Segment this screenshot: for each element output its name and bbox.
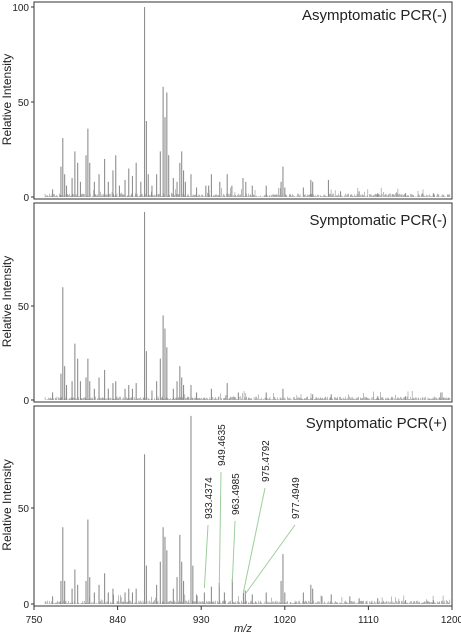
x-tick-label: 1200 xyxy=(441,615,461,626)
panel-frame xyxy=(33,1,453,200)
annotation-leader xyxy=(242,487,266,593)
noise-floor xyxy=(44,390,451,400)
x-tick-label: 750 xyxy=(26,615,43,626)
panel-title: Asymptomatic PCR(-) xyxy=(302,7,447,24)
y-tick-label: 0 xyxy=(23,193,29,204)
x-tick-label: 930 xyxy=(193,615,210,626)
x-axis-label: m/z xyxy=(234,623,252,635)
y-axis-label: Relative Intensity xyxy=(0,54,14,145)
spectrum-panel-3: 0 50 Relative Intensity Symptomatic PCR(+) 9… xyxy=(0,405,461,635)
y-tick-label: 50 xyxy=(18,98,30,109)
peak-annotation: 975.4792 xyxy=(261,440,272,482)
spectrum-panel-2: 0 50 Relative Intensity Symptomatic PCR(-) xyxy=(0,202,453,407)
panel-frame xyxy=(33,405,453,607)
noise-floor xyxy=(44,594,451,604)
peak-annotation: 949.4635 xyxy=(217,424,228,466)
annotation-leader xyxy=(244,524,296,595)
panel-title: Symptomatic PCR(+) xyxy=(306,415,447,432)
panel-title: Symptomatic PCR(-) xyxy=(309,212,447,229)
x-tick-label: 840 xyxy=(109,615,126,626)
x-tick-label: 1110 xyxy=(358,615,379,626)
y-tick-label: 50 xyxy=(18,302,30,313)
peak-annotation: 963.4985 xyxy=(231,473,242,515)
x-tick-label: 1020 xyxy=(274,615,297,626)
y-axis-label: Relative Intensity xyxy=(0,256,14,347)
annotation-leader xyxy=(203,524,209,589)
y-axis-label: Relative Intensity xyxy=(0,459,14,550)
spectrum-panel-1: 0 50 100 Relative Intensity Asymptomatic PCR… xyxy=(0,1,453,204)
panel-frame xyxy=(33,202,453,403)
annotation-leader xyxy=(218,471,222,587)
noise-floor xyxy=(44,187,451,197)
annotation-leader xyxy=(231,520,236,583)
y-tick-label: 0 xyxy=(23,396,29,407)
y-tick-label: 100 xyxy=(12,3,29,14)
y-tick-label: 0 xyxy=(23,600,29,611)
y-tick-label: 50 xyxy=(18,504,30,515)
peak-annotation: 977.4949 xyxy=(291,477,302,519)
peak-annotation: 933.4374 xyxy=(204,477,215,519)
